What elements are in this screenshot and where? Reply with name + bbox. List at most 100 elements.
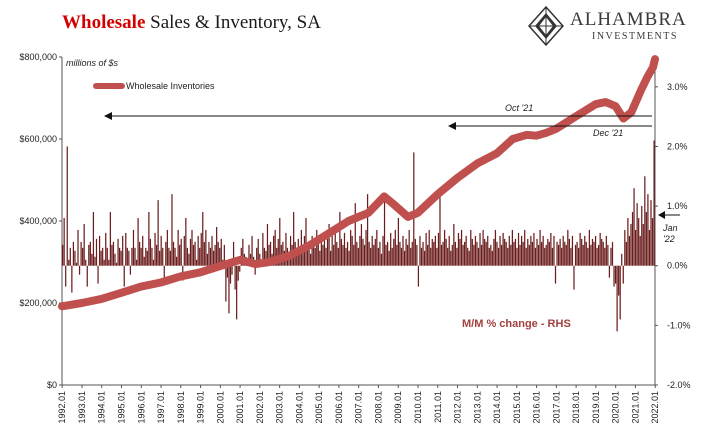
mm-change-bar — [644, 176, 646, 266]
mm-change-bar — [611, 241, 614, 266]
mm-change-bar — [508, 235, 510, 266]
mm-change-bar — [371, 235, 373, 266]
mm-change-bar — [191, 229, 193, 266]
mm-change-bar — [621, 253, 623, 266]
mm-change-bar — [550, 232, 552, 266]
mm-change-bar — [359, 235, 361, 266]
mm-change-bar — [109, 212, 111, 266]
mm-change-bar — [208, 241, 210, 266]
mm-change-bar — [382, 235, 384, 266]
mm-change-bar — [517, 232, 520, 266]
mm-change-bar — [571, 235, 574, 266]
mm-change-bar — [631, 212, 634, 266]
mm-change-bar — [348, 250, 350, 266]
mm-change-bar — [533, 232, 535, 266]
mm-change-bar — [103, 259, 105, 266]
mm-change-bar — [142, 235, 144, 266]
mm-change-bar — [536, 238, 538, 266]
mm-change-bar — [226, 265, 229, 278]
mm-change-bar — [530, 235, 532, 266]
mm-change-bar — [584, 235, 586, 266]
x-tick-label: 2020.01 — [611, 391, 621, 424]
x-tick-label: 2002.01 — [255, 391, 265, 424]
mm-change-bar — [443, 229, 446, 266]
mm-change-bar — [189, 238, 192, 266]
mm-change-bar — [137, 218, 139, 266]
mm-change-bar — [476, 241, 478, 266]
mm-change-bar — [74, 250, 76, 266]
mm-change-bar — [323, 232, 326, 266]
mm-change-bar — [399, 241, 401, 266]
mm-change-bar — [594, 235, 597, 266]
mm-change-bar — [400, 247, 403, 266]
mm-change-bar — [256, 247, 258, 266]
mm-change-bar — [456, 247, 458, 266]
mm-change-bar — [428, 229, 430, 266]
mm-change-bar — [551, 247, 554, 266]
mm-change-bar — [485, 241, 487, 266]
mm-change-bar — [622, 265, 624, 284]
x-tick-label: 1995.01 — [116, 391, 126, 424]
mm-change-bar — [468, 250, 470, 266]
mm-change-bar — [192, 244, 195, 266]
mm-change-bar — [123, 265, 125, 287]
mm-change-bar — [320, 241, 322, 266]
mm-change-bar — [393, 238, 395, 266]
mm-change-bar — [402, 235, 404, 266]
mm-change-bar — [174, 247, 176, 266]
chart-title: Wholesale Sales & Inventory, SA — [62, 12, 321, 34]
mm-change-bar — [565, 244, 567, 266]
mm-change-bar — [417, 265, 420, 287]
mm-change-bar — [520, 235, 523, 266]
mm-change-bar — [479, 232, 481, 266]
mm-change-bar — [86, 265, 88, 287]
mm-change-bar — [188, 253, 190, 266]
mm-change-bar — [78, 265, 81, 275]
inventory-series-line — [58, 55, 659, 311]
right-tick-label: 3.0% — [667, 82, 688, 92]
mm-change-bar — [97, 265, 99, 284]
mm-change-bar — [232, 241, 235, 266]
mm-change-bar — [322, 244, 324, 266]
mm-change-bar — [545, 244, 547, 266]
mm-change-bar — [316, 229, 318, 266]
mm-change-bar — [453, 223, 455, 266]
mm-change-bar — [237, 265, 239, 281]
mm-change-bar — [433, 241, 435, 266]
mm-change-bar — [126, 247, 128, 266]
mm-change-bar — [405, 238, 407, 266]
mm-change-bar — [263, 247, 266, 266]
mm-change-bar — [619, 265, 621, 320]
mm-change-bar — [616, 265, 618, 332]
mm-change-bar — [199, 247, 201, 266]
mm-change-bar — [502, 232, 504, 266]
mm-change-bar — [598, 244, 600, 266]
annotation-dec21: Dec '21 — [593, 128, 623, 138]
mm-change-bar — [588, 229, 591, 266]
brand-logo: ALHAMBRA INVESTMENTS — [528, 6, 698, 48]
mm-change-bar — [488, 247, 490, 266]
mm-change-bar — [585, 241, 587, 266]
mm-change-bar — [383, 200, 386, 266]
mm-change-bar — [333, 244, 335, 266]
mm-change-bar — [436, 247, 438, 266]
mm-change-bar — [562, 235, 564, 266]
right-tick-label: 1.0% — [667, 201, 688, 211]
mm-change-bar — [265, 250, 267, 266]
mm-change-bar — [330, 250, 332, 266]
mm-change-bar — [179, 244, 181, 266]
mm-change-bar — [336, 241, 338, 266]
mm-change-bar — [605, 235, 607, 266]
mm-change-bar — [507, 247, 509, 266]
jan22-arrow — [658, 211, 680, 219]
x-tick-label: 2007.01 — [354, 391, 364, 424]
mm-change-bar — [599, 232, 601, 266]
mm-change-bar — [229, 265, 232, 284]
mm-change-bar — [390, 232, 392, 266]
mm-change-bar — [328, 223, 330, 266]
mm-change-bar — [177, 229, 179, 266]
geometric-star-icon — [528, 6, 564, 46]
mm-change-bar — [106, 247, 108, 266]
x-tick-label: 2021.01 — [630, 391, 640, 424]
mm-change-bar — [437, 232, 440, 266]
